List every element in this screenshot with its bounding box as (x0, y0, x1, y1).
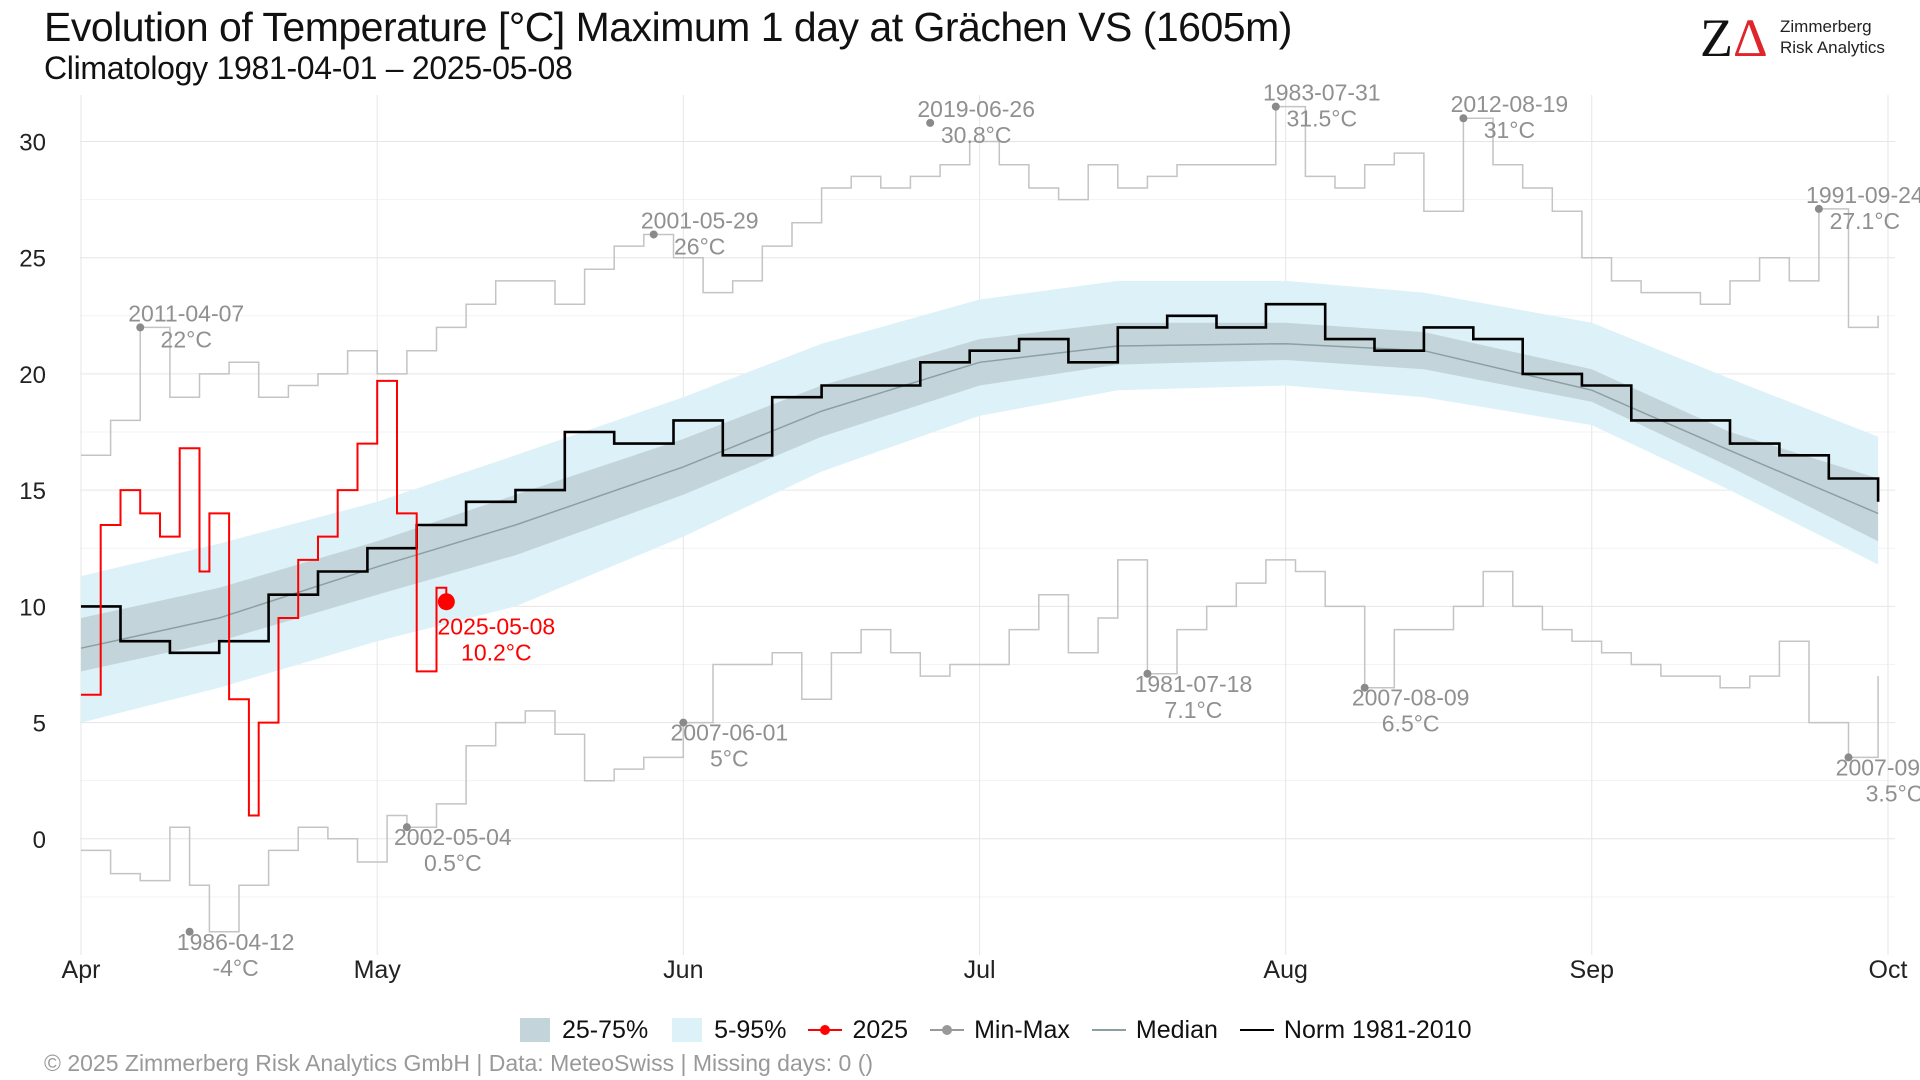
extreme-value-label: 3.5°C (1866, 780, 1920, 806)
legend-key-norm (1239, 1029, 1274, 1031)
extreme-value-label: 27.1°C (1830, 208, 1901, 234)
y-tick-label: 30 (19, 129, 46, 156)
extreme-date-label: 2011-04-07 (128, 300, 244, 326)
x-tick-label: Sep (1570, 956, 1614, 984)
y-tick-label: 10 (19, 594, 46, 621)
logo-z: Z (1700, 8, 1733, 68)
x-tick-label: May (354, 956, 402, 984)
extreme-point (1459, 114, 1468, 123)
x-tick-label: Oct (1869, 956, 1908, 984)
y-tick-label: 25 (19, 246, 46, 273)
legend-key-2025 (820, 1025, 831, 1035)
extreme-value-label: 30.8°C (941, 122, 1012, 148)
median-line (80, 342, 1879, 649)
y-tick-label: 20 (19, 362, 46, 389)
x-tick-label: Aug (1263, 956, 1307, 984)
legend-item-25-75: 25-75% (518, 1016, 648, 1045)
legend-item-norm: Norm 1981-2010 (1239, 1015, 1472, 1045)
legend-item-median: Median (1091, 1015, 1218, 1045)
extreme-point (926, 118, 935, 127)
extreme-point (1814, 204, 1823, 213)
extreme-point (1143, 669, 1152, 678)
extreme-value-label: 26°C (674, 233, 725, 259)
current-value-label: 10.2°C (461, 640, 532, 666)
extreme-value-label: 22°C (161, 326, 212, 352)
legend-label-median: Median (1135, 1015, 1218, 1044)
footer-credit: © 2025 Zimmerberg Risk Analytics GmbH | … (44, 1050, 874, 1076)
current-date-label: 2025-05-08 (438, 614, 556, 640)
extreme-point (1360, 683, 1369, 692)
extreme-value-label: 6.5°C (1382, 711, 1440, 737)
extreme-value-label: 5°C (710, 746, 749, 772)
extreme-value-label: -4°C (212, 955, 258, 981)
max-line (81, 105, 1879, 457)
chart-title: Evolution of Temperature [°C] Maximum 1 … (44, 4, 1292, 50)
y-tick-label: 15 (19, 478, 46, 505)
extreme-value-label: 31.5°C (1287, 106, 1358, 132)
extreme-date-label: 2007-08-09 (1352, 685, 1470, 711)
min-line (81, 559, 1879, 933)
extreme-value-label: 7.1°C (1165, 697, 1223, 723)
extreme-point (679, 718, 688, 727)
logo-line-2: Risk Analytics (1780, 38, 1885, 57)
extreme-value-label: 0.5°C (424, 850, 482, 876)
current-year-line (81, 379, 448, 817)
band-5-95 (81, 280, 1879, 723)
legend-key-min-max (942, 1025, 953, 1035)
legend-label-5-95: 5-95% (714, 1015, 787, 1044)
extreme-point (402, 823, 411, 832)
extreme-point (649, 230, 658, 239)
legend-label-norm: Norm 1981-2010 (1283, 1015, 1472, 1044)
logo-line-1: Zimmerberg (1780, 17, 1872, 36)
legend-key-median (1091, 1029, 1126, 1031)
extreme-point (185, 927, 194, 936)
extreme-point (1844, 753, 1853, 762)
x-tick-label: Apr (62, 956, 101, 984)
legend: 25-75% 5-95% 2025 Min-Max Median Norm 19… (518, 1013, 1494, 1047)
extreme-date-label: 1986-04-12 (177, 929, 295, 955)
legend-item-5-95: 5-95% (670, 1016, 786, 1045)
extreme-date-label: 2007-06-01 (671, 720, 789, 746)
extreme-date-label: 2001-05-29 (641, 207, 759, 233)
extreme-date-label: 2002-05-04 (394, 824, 512, 850)
logo-text: Zimmerberg Risk Analytics (1780, 16, 1885, 58)
legend-label-2025: 2025 (852, 1015, 909, 1044)
legend-label-min-max: Min-Max (974, 1015, 1070, 1044)
company-logo: ZΔ Zimmerberg Risk Analytics (1700, 8, 1910, 68)
extreme-date-label: 2012-08-19 (1451, 91, 1569, 117)
x-tick-label: Jul (964, 956, 996, 984)
logo-mark: ZΔ (1700, 8, 1768, 68)
temperature-chart: 0 5 10 15 20 25 30 Apr May Jun Jul Aug Sep Oct 2011-04… (19, 80, 1920, 984)
y-tick-label: 5 (33, 711, 46, 738)
norm-line (81, 302, 1880, 655)
extreme-point (136, 323, 145, 332)
legend-label-25-75: 25-75% (562, 1015, 649, 1044)
y-tick-label: 0 (33, 827, 46, 854)
chart-subtitle: Climatology 1981-04-01 – 2025-05-08 (44, 50, 573, 86)
extreme-date-label: 1991-09-24 (1806, 182, 1920, 208)
legend-key-5-95 (672, 1018, 703, 1042)
extreme-date-label: 2007-09-27 (1836, 754, 1920, 780)
extreme-point (1271, 102, 1280, 111)
logo-delta: Δ (1733, 8, 1768, 68)
current-point (437, 593, 455, 611)
extreme-value-label: 31°C (1484, 117, 1535, 143)
x-tick-label: Jun (663, 956, 703, 984)
extreme-date-label: 1981-07-18 (1135, 671, 1253, 697)
extreme-date-label: 2019-06-26 (917, 96, 1035, 122)
legend-item-2025: 2025 (808, 1016, 908, 1045)
legend-key-25-75 (520, 1018, 550, 1042)
legend-item-min-max: Min-Max (930, 1016, 1070, 1045)
extreme-date-label: 1983-07-31 (1263, 80, 1381, 106)
